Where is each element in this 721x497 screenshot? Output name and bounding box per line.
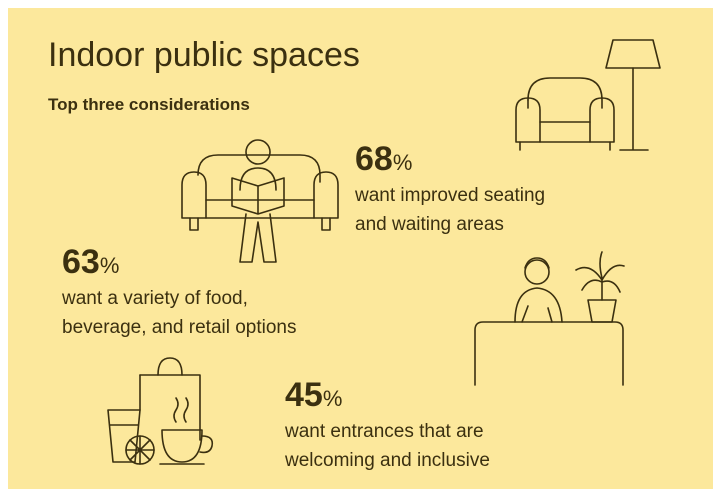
stat-value: 68% bbox=[355, 140, 412, 178]
background bbox=[8, 8, 713, 489]
stat-text: want entrances that are bbox=[284, 421, 484, 442]
stat-unit: % bbox=[323, 386, 343, 411]
stat-value: 63% bbox=[62, 243, 119, 281]
stat-value: 45% bbox=[285, 376, 342, 414]
stat-number: 45 bbox=[285, 376, 323, 414]
stat-text: want improved seating bbox=[354, 185, 545, 206]
stat-text: welcoming and inclusive bbox=[284, 450, 490, 471]
stat-number: 63 bbox=[62, 243, 100, 281]
stat-text: want a variety of food, bbox=[61, 288, 248, 309]
stat-number: 68 bbox=[355, 140, 393, 178]
subtitle: Top three considerations bbox=[48, 95, 250, 114]
title: Indoor public spaces bbox=[48, 36, 360, 74]
desk-person-icon bbox=[474, 251, 625, 386]
food-retail-icon bbox=[107, 357, 214, 465]
stat-unit: % bbox=[100, 253, 120, 278]
stat-unit: % bbox=[393, 150, 413, 175]
sofa-reader-icon bbox=[181, 139, 339, 263]
stat-text: and waiting areas bbox=[355, 214, 504, 235]
armchair-lamp-icon bbox=[515, 39, 661, 151]
stat-text: beverage, and retail options bbox=[62, 317, 297, 338]
